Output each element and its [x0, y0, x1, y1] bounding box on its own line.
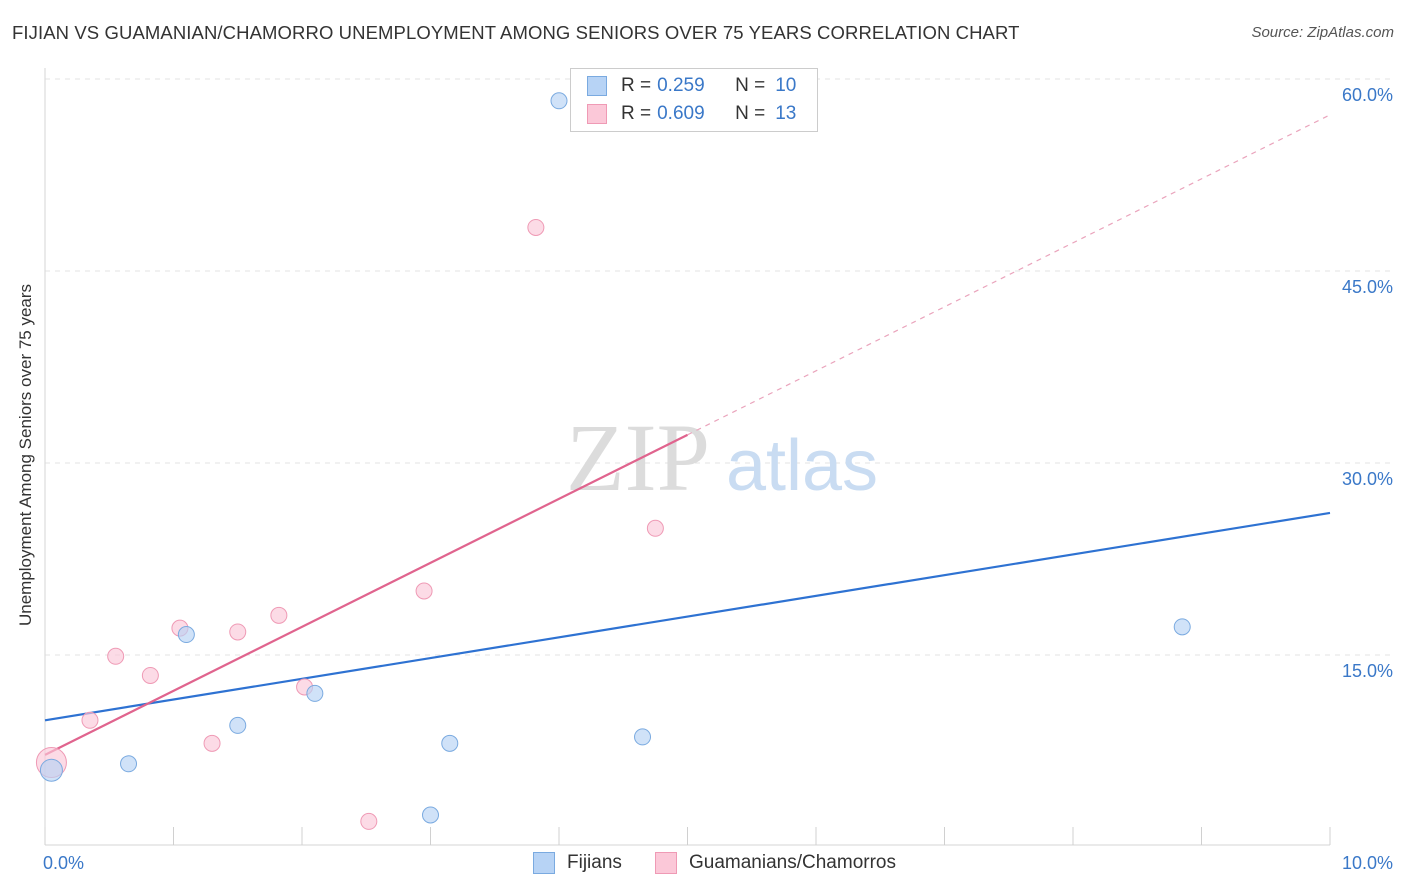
n-label: N =: [735, 103, 766, 124]
n-label: N =: [735, 75, 766, 96]
data-points: [35, 92, 1191, 830]
y-tick-label: 15.0%: [1342, 661, 1393, 681]
fijians-point: [441, 734, 459, 752]
legend-item-guamanians: Guamanians/Chamorros: [655, 852, 896, 874]
legend-row-guamanians: R = 0.609 N = 13: [587, 102, 796, 126]
r-label: R =: [621, 103, 652, 124]
fijians-point: [120, 755, 138, 773]
fijians-point: [306, 684, 324, 702]
y-tick-label: 60.0%: [1342, 85, 1393, 105]
grid-lines: [45, 78, 1395, 656]
guamanians-trend-line: [44, 433, 688, 756]
guamanians-swatch: [587, 104, 607, 124]
guamanians-legend-swatch: [655, 852, 677, 874]
fijians-point: [634, 728, 652, 746]
guamanians-point: [270, 606, 288, 624]
fijians-point: [550, 92, 568, 110]
watermark: ZIP atlas: [566, 404, 878, 511]
y-tick-label: 30.0%: [1342, 469, 1393, 489]
legend-row-fijians: R = 0.259 N = 10: [587, 74, 796, 98]
guamanians-point: [81, 711, 99, 729]
y-tick-label: 45.0%: [1342, 277, 1393, 297]
guamanians-point: [360, 812, 378, 830]
axes: [44, 68, 1331, 846]
y-axis-label: Unemployment Among Seniors over 75 years: [16, 283, 35, 627]
chart-title: FIJIAN VS GUAMANIAN/CHAMORRO UNEMPLOYMEN…: [12, 22, 1020, 43]
r-label: R =: [621, 75, 652, 96]
guamanians-legend-label: Guamanians/Chamorros: [689, 852, 896, 873]
n-value: 13: [775, 103, 797, 124]
guamanians-trend-extension: [687, 114, 1331, 436]
guamanians-point: [107, 647, 125, 665]
guamanians-point: [646, 519, 664, 537]
fijians-point: [177, 626, 195, 644]
n-value: 10: [775, 75, 797, 96]
fijians-point: [422, 806, 439, 824]
fijians-point: [39, 758, 63, 782]
r-value: 0.259: [657, 75, 705, 96]
trend-lines: [44, 114, 1331, 756]
watermark-zip: ZIP: [566, 404, 710, 511]
fijians-point: [1173, 618, 1191, 636]
fijians-point: [229, 716, 247, 734]
guamanians-point: [415, 582, 433, 600]
guamanians-point: [203, 734, 221, 752]
guamanians-point: [141, 666, 159, 684]
r-value: 0.609: [657, 103, 705, 124]
correlation-legend: R = 0.259 N = 10 R = 0.609 N = 13: [570, 68, 818, 132]
x-tick-label: 0.0%: [43, 853, 84, 873]
fijians-trend-line: [44, 511, 1331, 722]
legend-item-fijians: Fijians: [533, 852, 622, 874]
fijians-legend-label: Fijians: [567, 852, 622, 873]
fijians-legend-swatch: [533, 852, 555, 874]
source-label: Source: ZipAtlas.com: [1251, 24, 1394, 41]
watermark-atlas: atlas: [726, 426, 878, 506]
guamanians-point: [527, 218, 545, 236]
fijians-swatch: [587, 76, 607, 96]
x-tick-label: 10.0%: [1342, 853, 1393, 873]
guamanians-point: [229, 623, 247, 641]
tick-labels: 15.0% 30.0% 45.0% 60.0% 0.0% 10.0%: [43, 85, 1393, 873]
